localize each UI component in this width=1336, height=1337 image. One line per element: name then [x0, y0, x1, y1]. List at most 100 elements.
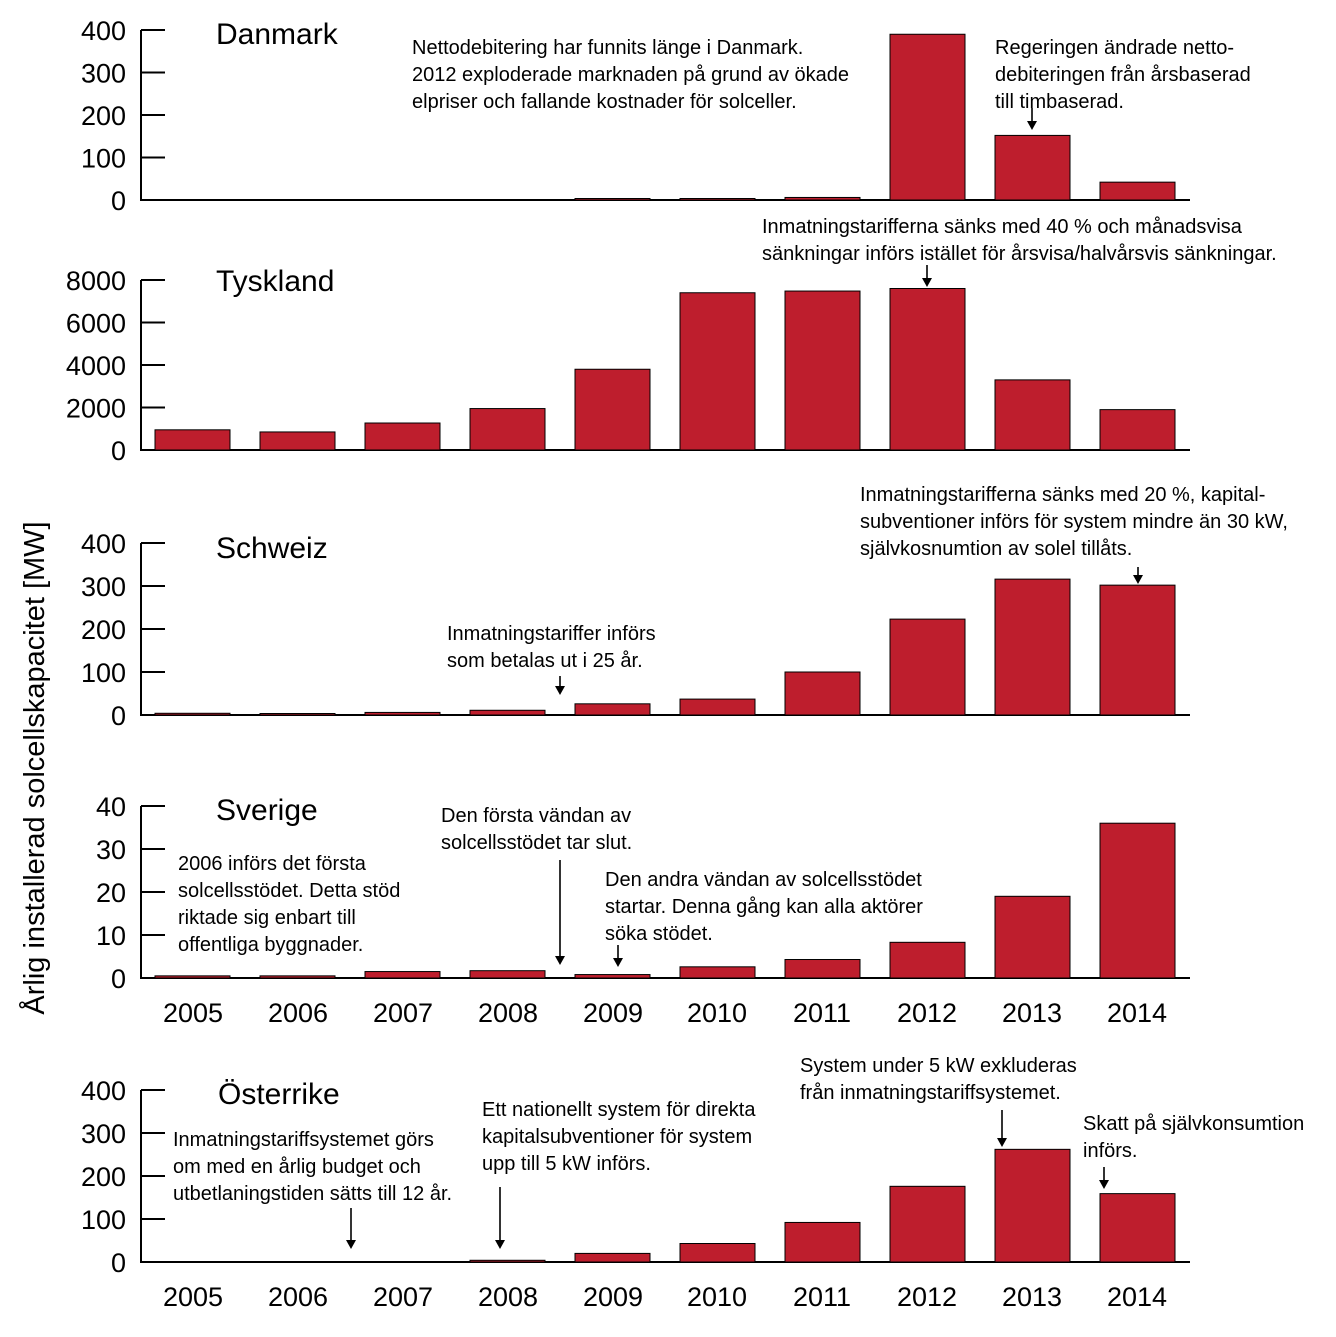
bar-2013	[994, 379, 1071, 451]
bar-2010	[679, 292, 756, 451]
x-tick-label: 2014	[1107, 998, 1167, 1028]
y-tick-label: 400	[81, 1076, 126, 1106]
annotation-line: som betalas ut i 25 år.	[447, 650, 643, 672]
annotation-arrowhead	[495, 1240, 505, 1249]
annotation-line: Nettodebitering har funnits länge i Danm…	[412, 37, 803, 59]
annotation-line: subventioner införs för system mindre än…	[860, 511, 1288, 533]
annotation-line: 2006 införs det första	[178, 853, 367, 875]
bar-2012	[889, 941, 966, 979]
annotation: Regeringen ändrade netto-debiteringen fr…	[995, 37, 1251, 130]
bar-2014	[1099, 409, 1176, 451]
bar-2010	[679, 698, 756, 716]
y-tick-label: 200	[81, 615, 126, 645]
bar-2010	[679, 966, 756, 979]
annotation-line: från inmatningstariffsystemet.	[800, 1082, 1061, 1104]
y-tick-label: 200	[81, 1162, 126, 1192]
bar-2009	[574, 974, 651, 979]
panel-title: Österrike	[218, 1078, 340, 1111]
annotation-arrowhead	[613, 958, 623, 967]
y-tick-label: 2000	[66, 394, 126, 424]
y-tick-label: 100	[81, 144, 126, 174]
annotation-arrowhead	[997, 1138, 1007, 1147]
annotation-line: införs.	[1083, 1140, 1137, 1162]
annotation: Inmatningstarifferna sänks med 40 % och …	[762, 216, 1277, 287]
y-tick-label: 40	[96, 792, 126, 822]
annotation-line: Den första vändan av	[441, 805, 631, 827]
panel-title: Danmark	[216, 18, 339, 51]
bar-2006	[259, 431, 336, 451]
annotation-line: solcellsstödet. Detta stöd	[178, 880, 400, 902]
annotation-line: elpriser och fallande kostnader för solc…	[412, 91, 797, 113]
bar-2005	[154, 975, 231, 979]
y-tick-label: 4000	[66, 351, 126, 381]
bar-2010	[679, 1243, 756, 1263]
y-tick-label: 0	[111, 436, 126, 466]
bar-2006	[259, 713, 336, 716]
y-tick-label: 20	[96, 878, 126, 908]
annotation: 2006 införs det första solcellsstödet. De…	[178, 853, 400, 956]
y-tick-label: 300	[81, 572, 126, 602]
x-tick-label: 2011	[793, 998, 851, 1028]
annotation-line: 2012 exploderade marknaden på grund av ö…	[412, 64, 849, 86]
annotation: Inmatningstarifferna sänks med 20 %, kap…	[860, 484, 1288, 584]
x-tick-label: 2013	[1002, 1282, 1062, 1312]
annotation-line: söka stödet.	[605, 923, 713, 945]
annotation-line: utbetlaningstiden sätts till 12 år.	[173, 1183, 452, 1205]
bar-2008	[469, 709, 546, 716]
panel-sterrike: Österrike 400 300 200 100 0 2005 2006 2007 2008 20…	[81, 1055, 1304, 1312]
annotation: Ett nationellt system för direkta kapital…	[482, 1099, 756, 1249]
bar-2013	[994, 895, 1071, 979]
annotation-line: Ett nationellt system för direkta	[482, 1099, 756, 1121]
annotation-line: riktade sig enbart till	[178, 907, 356, 929]
bar-2012	[889, 618, 966, 716]
y-tick-label: 300	[81, 59, 126, 89]
x-tick-label: 2009	[583, 998, 643, 1028]
bar-2014	[1099, 822, 1176, 979]
bar-2013	[994, 134, 1071, 201]
annotation-arrowhead	[555, 686, 565, 695]
bar-2012	[889, 288, 966, 451]
annotation-arrowhead	[1027, 121, 1037, 130]
bar-2008	[469, 408, 546, 451]
bar-2007	[364, 711, 441, 716]
annotation-arrowhead	[1099, 1180, 1109, 1189]
y-tick-label: 0	[111, 186, 126, 216]
annotation-line: Inmatningstariffsystemet görs	[173, 1129, 434, 1151]
annotation: Inmatningstariffer införs som betalas ut …	[447, 623, 656, 695]
bar-2014	[1099, 1193, 1176, 1263]
annotation: Skatt på självkonsumtion införs.	[1083, 1113, 1304, 1189]
annotation-line: till timbaserad.	[995, 91, 1124, 113]
bar-2011	[784, 290, 861, 451]
y-tick-label: 300	[81, 1119, 126, 1149]
annotation: System under 5 kW exkluderas från inmatni…	[800, 1055, 1077, 1147]
bar-2012	[889, 1185, 966, 1263]
annotation-line: Inmatningstarifferna sänks med 40 % och …	[762, 216, 1243, 238]
annotation: Den första vändan av solcellsstödet tar s…	[441, 805, 632, 965]
panel-schweiz: Schweiz 400 300 200 100 0 Inmatningstariffer i…	[81, 484, 1288, 731]
y-axis-label: Årlig installerad solcellskapacitet [MW]	[18, 521, 51, 1014]
bar-2009	[574, 1252, 651, 1263]
panel-title: Sverige	[216, 794, 318, 827]
y-tick-label: 100	[81, 1205, 126, 1235]
annotation-line: Skatt på självkonsumtion	[1083, 1113, 1304, 1135]
y-tick-label: 10	[96, 921, 126, 951]
x-tick-label: 2006	[268, 998, 328, 1028]
bar-2010	[679, 198, 756, 201]
annotation-arrowhead	[922, 278, 932, 287]
y-tick-label: 0	[111, 701, 126, 731]
annotation: Inmatningstariffsystemet görs om med en å…	[173, 1129, 452, 1249]
bar-2009	[574, 198, 651, 201]
x-tick-label: 2005	[163, 1282, 223, 1312]
x-tick-label: 2007	[373, 998, 433, 1028]
x-tick-label: 2010	[687, 998, 747, 1028]
annotation: Den andra vändan av solcellsstödet starta…	[605, 869, 923, 967]
bar-2011	[784, 196, 861, 201]
y-tick-label: 400	[81, 529, 126, 559]
bar-2006	[259, 975, 336, 979]
panel-title: Schweiz	[216, 532, 328, 565]
x-tick-label: 2008	[478, 998, 538, 1028]
annotation-line: Den andra vändan av solcellsstödet	[605, 869, 922, 891]
bar-2013	[994, 578, 1071, 716]
